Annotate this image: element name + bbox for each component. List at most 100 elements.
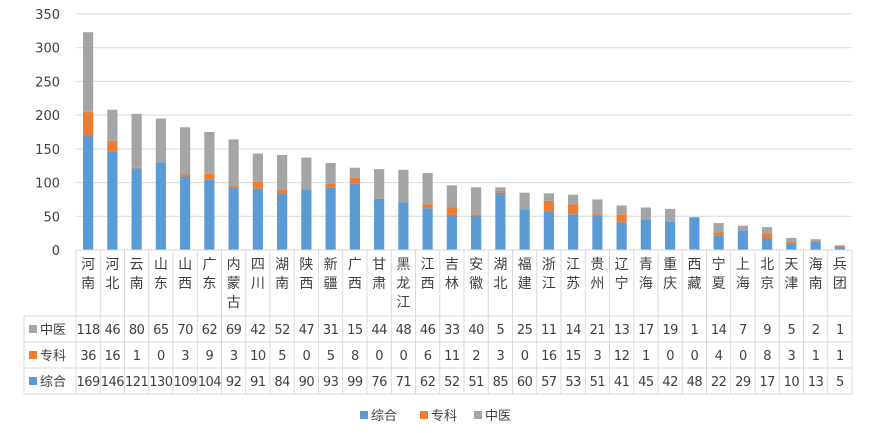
x-tick-label: 京 bbox=[760, 276, 774, 292]
data-label: 76 bbox=[371, 375, 387, 390]
bar-segment bbox=[713, 223, 724, 233]
bar-segment bbox=[422, 173, 433, 205]
bar-segment bbox=[349, 167, 360, 178]
data-label: 13 bbox=[808, 375, 824, 390]
x-tick-label: 东 bbox=[202, 276, 216, 292]
data-label: 6 bbox=[424, 349, 432, 364]
legend-entry: 专科 bbox=[431, 409, 457, 424]
data-label: 104 bbox=[198, 375, 222, 390]
bar-segment bbox=[131, 168, 142, 250]
x-tick-label: 海 bbox=[809, 257, 823, 273]
x-tick-label: 东 bbox=[154, 276, 168, 292]
x-tick-label: 西 bbox=[348, 276, 362, 292]
data-label: 1 bbox=[690, 323, 698, 338]
data-label: 31 bbox=[323, 323, 339, 338]
bar-segment bbox=[155, 118, 166, 163]
bar-segment bbox=[131, 113, 142, 168]
x-tick-label: 海 bbox=[736, 276, 750, 292]
x-tick-label: 北 bbox=[493, 276, 507, 292]
data-label: 70 bbox=[177, 323, 193, 338]
data-label: 91 bbox=[250, 375, 266, 390]
data-label: 9 bbox=[205, 349, 213, 364]
bar-segment bbox=[834, 246, 845, 250]
bar-segment bbox=[83, 136, 94, 250]
data-label: 29 bbox=[735, 375, 751, 390]
data-label: 42 bbox=[662, 375, 678, 390]
x-tick-label: 宁 bbox=[615, 275, 629, 292]
data-label: 90 bbox=[299, 375, 315, 390]
data-label: 5 bbox=[787, 323, 795, 338]
data-label: 51 bbox=[590, 375, 606, 390]
data-label: 121 bbox=[125, 375, 149, 390]
data-label: 92 bbox=[226, 375, 242, 390]
bar-segment bbox=[204, 173, 215, 180]
data-label: 33 bbox=[444, 323, 460, 338]
data-label: 146 bbox=[101, 375, 125, 390]
bar-segment bbox=[325, 187, 336, 250]
x-tick-label: 河 bbox=[105, 257, 119, 273]
data-label: 5 bbox=[278, 349, 286, 364]
data-label: 93 bbox=[323, 375, 339, 390]
data-label: 46 bbox=[420, 323, 436, 338]
bar-segment bbox=[446, 185, 457, 208]
x-tick-label: 陕 bbox=[299, 257, 313, 273]
bar-segment bbox=[568, 204, 579, 215]
data-label: 0 bbox=[521, 349, 529, 364]
data-label: 11 bbox=[541, 323, 557, 338]
data-label: 8 bbox=[763, 349, 771, 364]
data-label: 109 bbox=[173, 375, 197, 390]
x-tick-label: 龙 bbox=[396, 276, 410, 292]
table-row-label: 中医 bbox=[40, 323, 66, 338]
bar-segment bbox=[252, 188, 263, 250]
x-tick-label: 津 bbox=[784, 276, 798, 292]
data-label: 60 bbox=[517, 375, 533, 390]
data-label: 0 bbox=[302, 349, 310, 364]
bar-segment bbox=[180, 176, 191, 250]
bar-segment bbox=[325, 183, 336, 188]
bar-segment bbox=[640, 207, 651, 219]
y-tick-label: 200 bbox=[35, 109, 60, 124]
data-label: 14 bbox=[711, 323, 727, 338]
legend-key bbox=[360, 411, 368, 419]
bar-segment bbox=[83, 32, 94, 112]
x-tick-label: 南 bbox=[809, 276, 823, 292]
x-tick-label: 团 bbox=[833, 276, 847, 292]
x-tick-label: 上 bbox=[736, 257, 750, 273]
data-label: 4 bbox=[715, 349, 723, 364]
data-label: 1 bbox=[812, 349, 820, 364]
table-row-label: 综合 bbox=[40, 375, 66, 390]
bar-segment bbox=[737, 230, 748, 250]
data-label: 13 bbox=[614, 323, 630, 338]
data-label: 1 bbox=[642, 349, 650, 364]
bar-segment bbox=[495, 187, 506, 191]
bar-segment bbox=[689, 216, 700, 218]
bar-segment bbox=[810, 241, 821, 250]
bar-segment bbox=[786, 237, 797, 242]
x-tick-label: 西 bbox=[687, 257, 701, 273]
x-tick-label: 疆 bbox=[324, 276, 338, 292]
table-legend-key bbox=[29, 351, 37, 359]
data-label: 48 bbox=[396, 323, 412, 338]
table-row-label: 专科 bbox=[40, 349, 66, 364]
data-label: 46 bbox=[105, 323, 121, 338]
bar-segment bbox=[834, 245, 845, 247]
data-label: 62 bbox=[202, 323, 218, 338]
bar-segment bbox=[277, 154, 288, 190]
bar-segment bbox=[204, 132, 215, 174]
data-label: 14 bbox=[565, 323, 581, 338]
bar-segment bbox=[665, 208, 676, 222]
x-tick-label: 西 bbox=[299, 276, 313, 292]
x-tick-label: 云 bbox=[130, 257, 144, 273]
data-label: 47 bbox=[299, 323, 315, 338]
x-tick-label: 北 bbox=[760, 257, 774, 273]
y-tick-label: 300 bbox=[35, 42, 60, 57]
legend-key bbox=[474, 411, 482, 419]
bar-segment bbox=[325, 163, 336, 184]
bar-segment bbox=[495, 192, 506, 250]
bar-segment bbox=[713, 232, 724, 236]
bar-segment bbox=[786, 243, 797, 250]
data-label: 2 bbox=[812, 323, 820, 338]
bar-segment bbox=[543, 211, 554, 250]
data-label: 0 bbox=[157, 349, 165, 364]
data-label: 85 bbox=[493, 375, 509, 390]
